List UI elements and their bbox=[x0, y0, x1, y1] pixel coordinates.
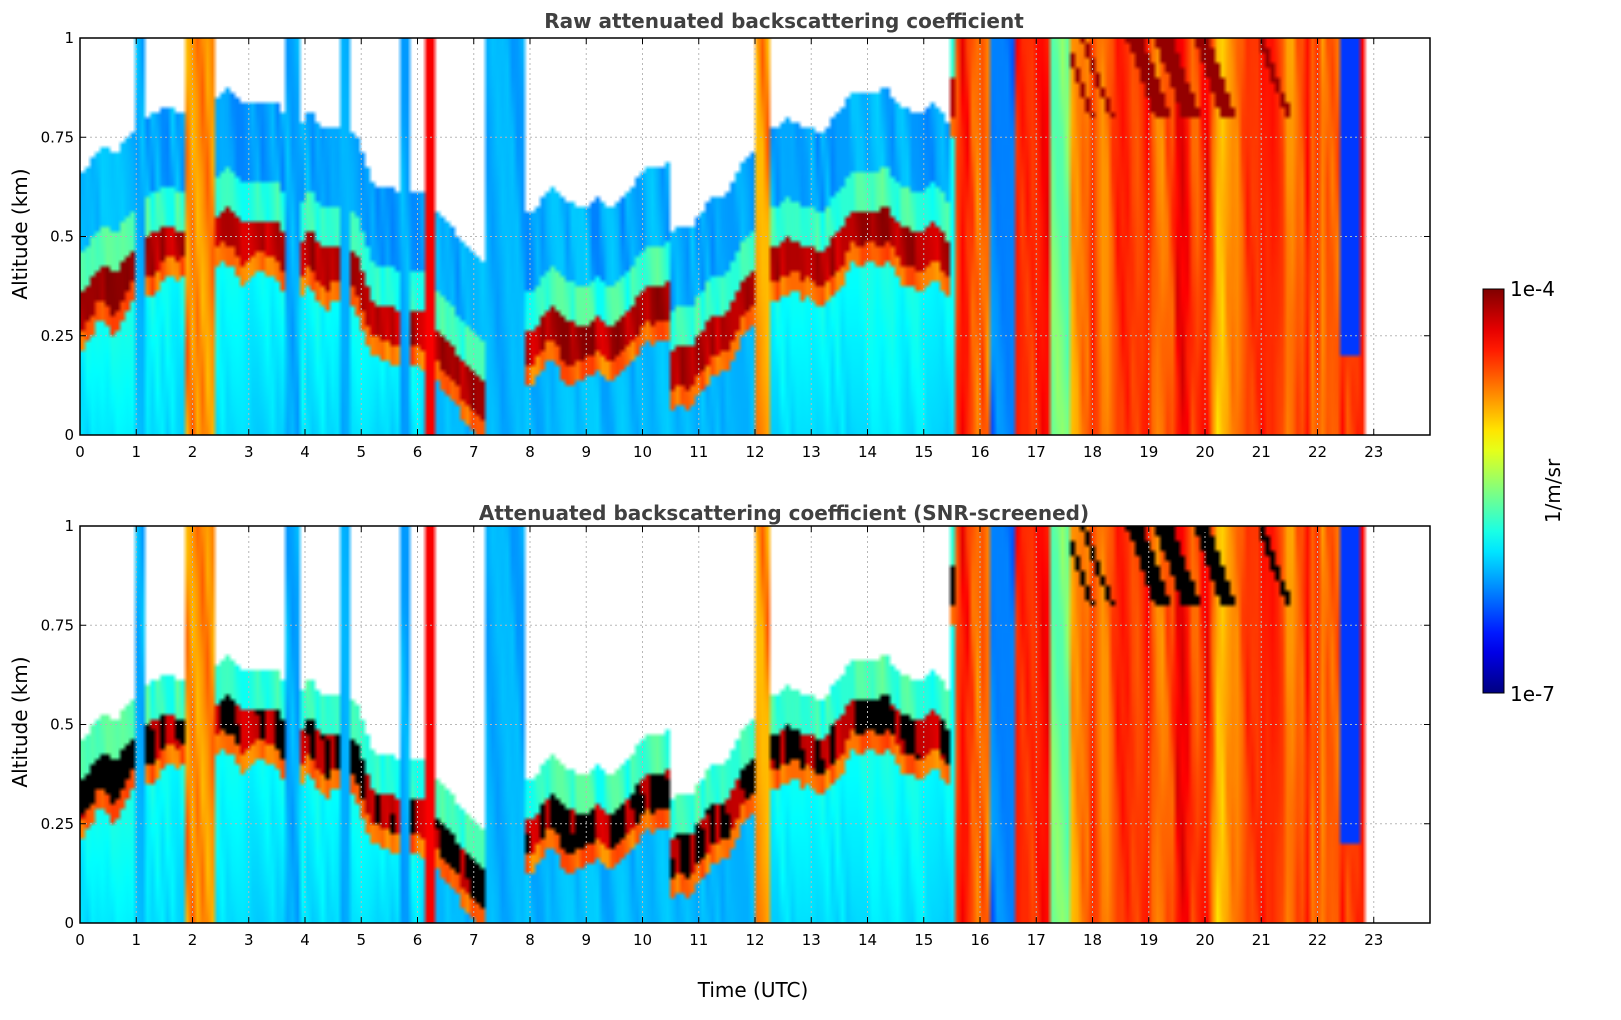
y-tick-label: 1 bbox=[64, 517, 74, 535]
x-tick-label: 21 bbox=[1252, 443, 1271, 461]
x-tick-label: 7 bbox=[469, 931, 479, 949]
x-tick-label: 19 bbox=[1139, 931, 1158, 949]
x-tick-label: 10 bbox=[633, 931, 652, 949]
y-axis-label: Altitude (km) bbox=[8, 168, 32, 299]
colorbar-label: 1/m/sr bbox=[1541, 458, 1565, 523]
x-tick-label: 9 bbox=[581, 931, 591, 949]
x-tick-label: 2 bbox=[188, 443, 198, 461]
y-tick-label: 0.25 bbox=[41, 327, 74, 345]
x-tick-label: 19 bbox=[1139, 443, 1158, 461]
x-tick-label: 4 bbox=[300, 443, 310, 461]
x-tick-label: 5 bbox=[356, 931, 366, 949]
x-tick-label: 11 bbox=[689, 931, 708, 949]
y-tick-label: 0.5 bbox=[50, 228, 74, 246]
plot-area: 0 1 2 3 4 5 6 7 8 9 10 11 12 13 14 15 16 17 18 19 20 21 22 2300… bbox=[41, 29, 1431, 461]
x-tick-label: 4 bbox=[300, 931, 310, 949]
x-tick-label: 6 bbox=[413, 931, 423, 949]
x-tick-label: 22 bbox=[1308, 443, 1327, 461]
x-tick-label: 12 bbox=[745, 931, 764, 949]
x-tick-label: 18 bbox=[1083, 931, 1102, 949]
raw-backscatter-panel: Raw attenuated backscattering coefficien… bbox=[8, 9, 1431, 461]
x-tick-label: 15 bbox=[914, 443, 933, 461]
snr-screened-panel: Attenuated backscattering coefficient (S… bbox=[8, 501, 1431, 1002]
plot-area: 0 1 2 3 4 5 6 7 8 9 10 11 12 13 14 15 16 17 18 19 20 21 22 2300… bbox=[41, 517, 1431, 949]
x-tick-label: 2 bbox=[188, 931, 198, 949]
x-tick-label: 16 bbox=[970, 443, 989, 461]
x-tick-label: 0 bbox=[75, 931, 85, 949]
x-tick-label: 12 bbox=[745, 443, 764, 461]
colorbar-min-label: 1e-7 bbox=[1510, 682, 1555, 706]
x-tick-label: 17 bbox=[1027, 931, 1046, 949]
y-tick-label: 0 bbox=[64, 426, 74, 444]
chart-title: Attenuated backscattering coefficient (S… bbox=[479, 501, 1089, 525]
y-tick-label: 0.75 bbox=[41, 128, 74, 146]
x-tick-label: 20 bbox=[1195, 931, 1214, 949]
x-tick-label: 16 bbox=[970, 931, 989, 949]
x-tick-label: 14 bbox=[858, 931, 877, 949]
x-tick-label: 13 bbox=[802, 443, 821, 461]
x-tick-label: 3 bbox=[244, 443, 254, 461]
y-tick-label: 0.5 bbox=[50, 716, 74, 734]
x-tick-label: 7 bbox=[469, 443, 479, 461]
x-tick-label: 20 bbox=[1195, 443, 1214, 461]
chart-title: Raw attenuated backscattering coefficien… bbox=[544, 9, 1024, 33]
x-tick-label: 6 bbox=[413, 443, 423, 461]
x-tick-label: 17 bbox=[1027, 443, 1046, 461]
x-tick-label: 10 bbox=[633, 443, 652, 461]
x-tick-label: 22 bbox=[1308, 931, 1327, 949]
x-tick-label: 8 bbox=[525, 443, 535, 461]
y-tick-label: 0.75 bbox=[41, 616, 74, 634]
x-tick-label: 5 bbox=[356, 443, 366, 461]
x-tick-label: 15 bbox=[914, 931, 933, 949]
x-tick-label: 18 bbox=[1083, 443, 1102, 461]
x-tick-label: 14 bbox=[858, 443, 877, 461]
y-tick-label: 0.25 bbox=[41, 815, 74, 833]
colorbar-max-label: 1e-4 bbox=[1510, 277, 1555, 301]
x-tick-label: 8 bbox=[525, 931, 535, 949]
y-tick-label: 1 bbox=[64, 29, 74, 47]
x-tick-label: 0 bbox=[75, 443, 85, 461]
x-axis-label: Time (UTC) bbox=[697, 978, 809, 1002]
x-tick-label: 21 bbox=[1252, 931, 1271, 949]
x-tick-label: 23 bbox=[1364, 931, 1383, 949]
x-tick-label: 1 bbox=[131, 931, 141, 949]
x-tick-label: 3 bbox=[244, 931, 254, 949]
y-axis-label: Altitude (km) bbox=[8, 656, 32, 787]
colorbar-gradient bbox=[1482, 288, 1505, 694]
colorbar: 1e-4 1e-7 1/m/sr bbox=[1482, 277, 1565, 706]
x-tick-label: 11 bbox=[689, 443, 708, 461]
x-tick-label: 1 bbox=[131, 443, 141, 461]
x-tick-label: 9 bbox=[581, 443, 591, 461]
x-tick-label: 13 bbox=[802, 931, 821, 949]
y-tick-label: 0 bbox=[64, 914, 74, 932]
x-tick-label: 23 bbox=[1364, 443, 1383, 461]
